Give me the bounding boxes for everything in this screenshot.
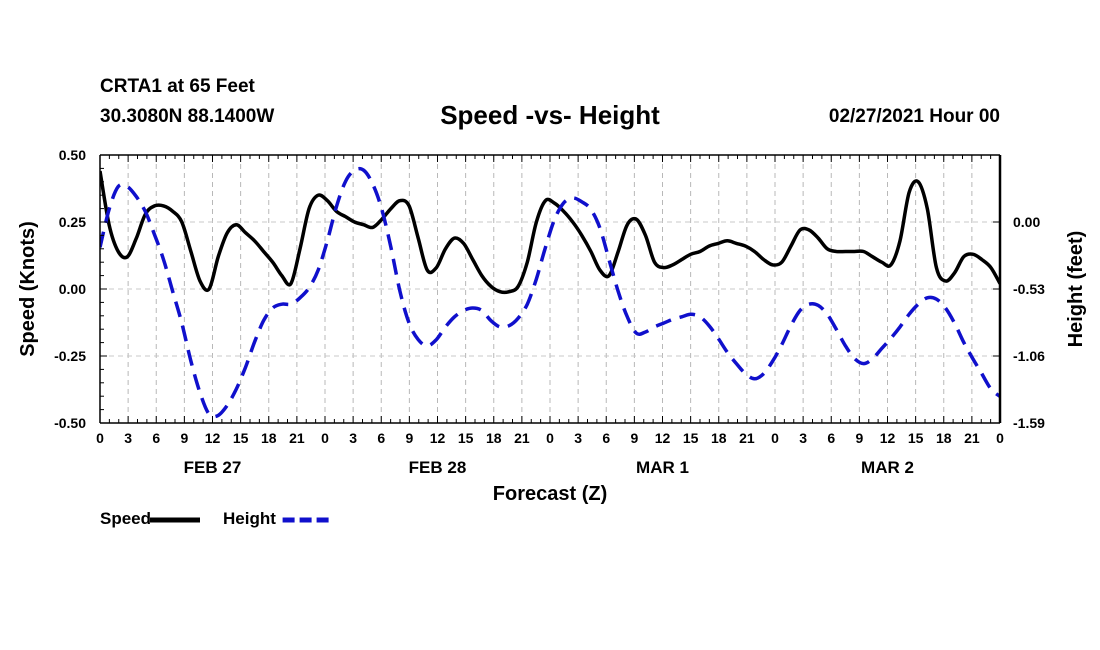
series-line-height [100,166,1000,419]
y-tick-label-right: -1.59 [1013,415,1045,431]
x-tick-label: 0 [546,430,554,446]
legend-layer: Speed Height [100,509,333,528]
x-tick-label: 9 [405,430,413,446]
x-tick-label: 15 [458,430,474,446]
x-day-label: FEB 28 [409,458,467,477]
x-tick-label: 15 [233,430,249,446]
legend-label-speed: Speed [100,509,151,528]
series-layer [100,166,1000,419]
x-tick-label: 9 [855,430,863,446]
station-coordinates: 30.3080N 88.1400W [100,106,275,127]
x-tick-label: 0 [771,430,779,446]
x-tick-label: 9 [630,430,638,446]
run-time-label: 02/27/2021 Hour 00 [828,106,1000,127]
x-tick-label: 18 [936,430,952,446]
x-tick-label: 12 [880,430,896,446]
y-axis-title-left: Speed (Knots) [17,221,39,357]
x-tick-label: 9 [180,430,188,446]
x-tick-label: 12 [655,430,671,446]
chart-title-text: Speed -vs- Height [440,100,660,130]
x-tick-label: 6 [602,430,610,446]
x-tick-label: 18 [261,430,277,446]
y-tick-label-left: 0.00 [59,281,86,297]
grid-layer [100,155,1000,423]
y-tick-label-right: -1.06 [1013,348,1045,364]
y-tick-label-left: 0.50 [59,147,86,163]
x-tick-label: 21 [289,430,305,446]
x-tick-label: 3 [574,430,582,446]
x-axis-title: Forecast (Z) [493,483,607,505]
y-tick-label-right: 0.00 [1013,214,1040,230]
x-day-label: MAR 2 [861,458,914,477]
legend-label-height: Height [223,509,276,528]
x-tick-label: 3 [799,430,807,446]
x-tick-label: 0 [96,430,104,446]
y-tick-label-right: -0.53 [1013,281,1045,297]
x-tick-label: 12 [205,430,221,446]
label-layer: 0 3 6 9 12 15 18 21 0 3 6 9 12 15 18 21 0 3 6 9 12 15 18 21 0 3 6 9… [17,147,1087,505]
x-tick-label: 3 [124,430,132,446]
y-tick-label-left: -0.25 [54,348,86,364]
x-tick-label: 15 [683,430,699,446]
series-line-speed [100,170,1000,295]
chart-title: Speed -vs- Height [0,100,1100,131]
x-tick-label: 21 [514,430,530,446]
y-tick-label-left: -0.50 [54,415,86,431]
x-tick-label: 6 [827,430,835,446]
x-tick-label: 6 [152,430,160,446]
x-tick-label: 0 [321,430,329,446]
x-tick-label: 18 [486,430,502,446]
x-day-label: MAR 1 [636,458,689,477]
x-tick-label: 0 [996,430,1004,446]
y-axis-title-right: Height (feet) [1065,231,1087,348]
x-tick-label: 6 [377,430,385,446]
x-tick-label: 3 [349,430,357,446]
station-label: CRTA1 at 65 Feet [100,76,255,97]
x-tick-label: 21 [739,430,755,446]
x-tick-label: 15 [908,430,924,446]
x-day-label: FEB 27 [184,458,242,477]
x-tick-label: 18 [711,430,727,446]
y-tick-label-left: 0.25 [59,214,86,230]
x-tick-label: 21 [964,430,980,446]
axis-layer [99,154,1002,424]
x-tick-label: 12 [430,430,446,446]
